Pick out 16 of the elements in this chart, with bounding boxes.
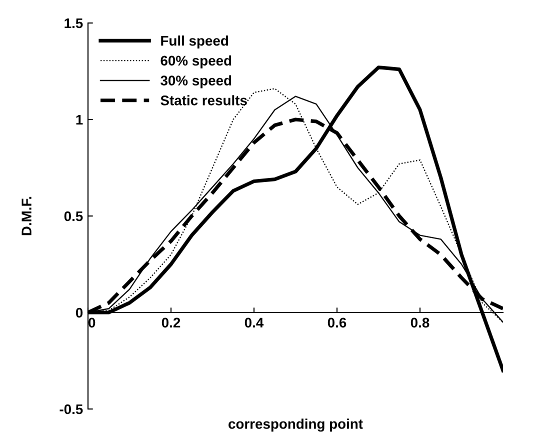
- x-tick-label: 0.8: [410, 318, 430, 328]
- y-axis-title: D.M.F.: [22, 196, 32, 236]
- y-tick-label: -0.5: [60, 404, 83, 414]
- y-tick-label: 1: [76, 114, 83, 125]
- y-tick-label: 1.5: [64, 18, 83, 28]
- legend-label: Full speed: [161, 36, 228, 48]
- x-tick-label: 0.6: [328, 318, 346, 328]
- y-tick-label: 0: [76, 308, 83, 318]
- legend-label: 60% speed: [160, 55, 232, 68]
- y-tick-label: 0.5: [64, 211, 83, 222]
- legend-label: 30% speed: [160, 75, 232, 88]
- x-tick-label: 0.4: [244, 318, 264, 328]
- x-tick-label: 0.2: [162, 318, 180, 328]
- x-axis-title: corresponding point: [228, 418, 363, 432]
- legend-label: Static results: [160, 95, 247, 106]
- x-tick-label: 0: [88, 318, 96, 328]
